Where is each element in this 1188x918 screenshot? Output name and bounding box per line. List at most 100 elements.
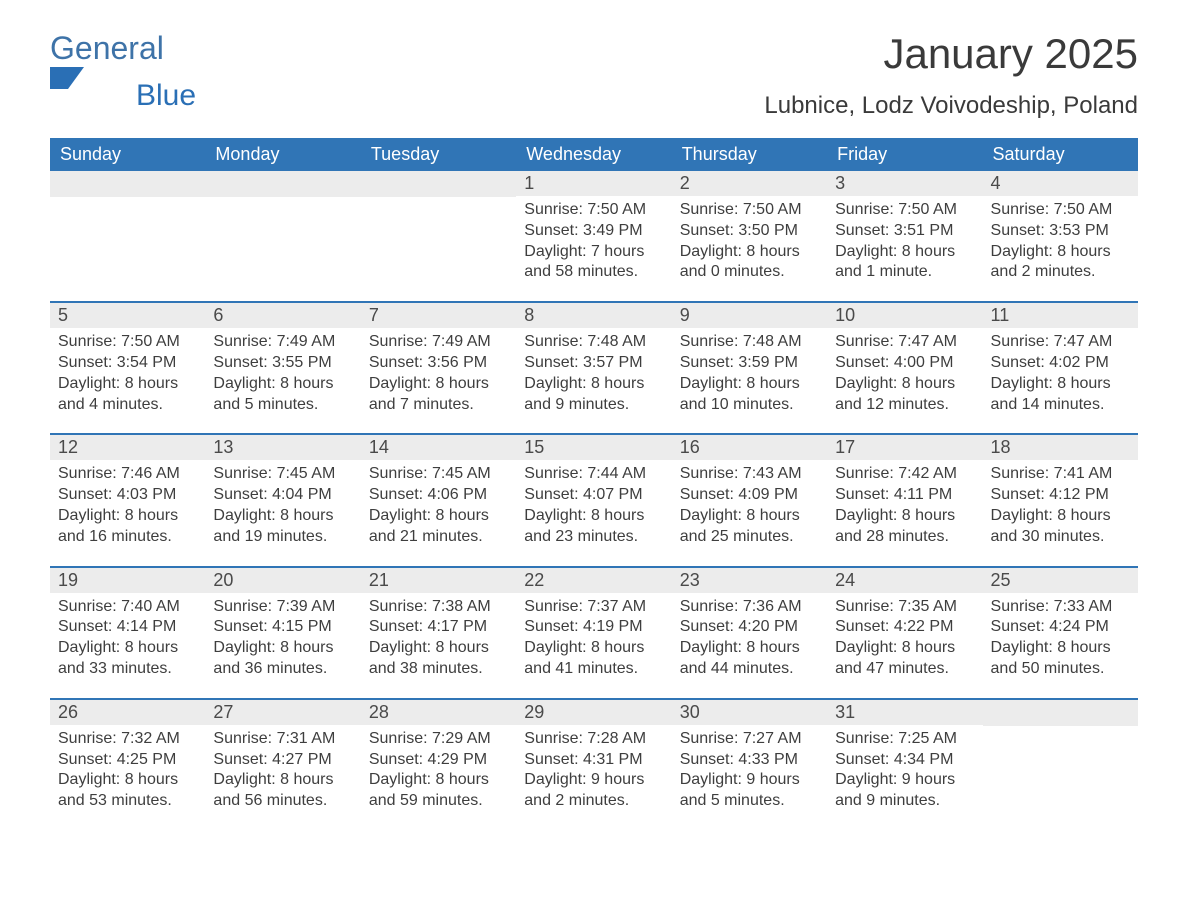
title-block: January 2025 Lubnice, Lodz Voivodeship, …: [764, 30, 1138, 120]
daylight-text: Daylight: 9 hours and 2 minutes.: [524, 770, 663, 812]
day-number: 7: [361, 303, 516, 328]
sunset-text: Sunset: 3:51 PM: [835, 221, 974, 242]
day-body: Sunrise: 7:50 AMSunset: 3:54 PMDaylight:…: [50, 328, 205, 423]
sunrise-text: Sunrise: 7:50 AM: [524, 200, 663, 221]
daylight-text: Daylight: 8 hours and 41 minutes.: [524, 638, 663, 680]
daylight-text: Daylight: 8 hours and 21 minutes.: [369, 506, 508, 548]
sunset-text: Sunset: 4:27 PM: [213, 750, 352, 771]
day-cell: 31Sunrise: 7:25 AMSunset: 4:34 PMDayligh…: [827, 700, 982, 820]
day-cell: 12Sunrise: 7:46 AMSunset: 4:03 PMDayligh…: [50, 435, 205, 555]
day-cell: 19Sunrise: 7:40 AMSunset: 4:14 PMDayligh…: [50, 568, 205, 688]
day-body: Sunrise: 7:47 AMSunset: 4:02 PMDaylight:…: [983, 328, 1138, 423]
header: General Blue January 2025 Lubnice, Lodz …: [50, 30, 1138, 120]
week-row: 1Sunrise: 7:50 AMSunset: 3:49 PMDaylight…: [50, 171, 1138, 291]
sunrise-text: Sunrise: 7:37 AM: [524, 597, 663, 618]
sunset-text: Sunset: 4:33 PM: [680, 750, 819, 771]
sunrise-text: Sunrise: 7:38 AM: [369, 597, 508, 618]
day-header: Wednesday: [516, 138, 671, 171]
day-body: Sunrise: 7:37 AMSunset: 4:19 PMDaylight:…: [516, 593, 671, 688]
day-number: 19: [50, 568, 205, 593]
day-cell: 7Sunrise: 7:49 AMSunset: 3:56 PMDaylight…: [361, 303, 516, 423]
sunset-text: Sunset: 3:55 PM: [213, 353, 352, 374]
day-cell: 8Sunrise: 7:48 AMSunset: 3:57 PMDaylight…: [516, 303, 671, 423]
daylight-text: Daylight: 8 hours and 47 minutes.: [835, 638, 974, 680]
day-cell: 1Sunrise: 7:50 AMSunset: 3:49 PMDaylight…: [516, 171, 671, 291]
day-body: Sunrise: 7:33 AMSunset: 4:24 PMDaylight:…: [983, 593, 1138, 688]
day-number: 28: [361, 700, 516, 725]
day-cell: 11Sunrise: 7:47 AMSunset: 4:02 PMDayligh…: [983, 303, 1138, 423]
daylight-text: Daylight: 8 hours and 36 minutes.: [213, 638, 352, 680]
day-body: Sunrise: 7:45 AMSunset: 4:06 PMDaylight:…: [361, 460, 516, 555]
daylight-text: Daylight: 8 hours and 50 minutes.: [991, 638, 1130, 680]
day-number: 13: [205, 435, 360, 460]
sunset-text: Sunset: 3:53 PM: [991, 221, 1130, 242]
day-number: 24: [827, 568, 982, 593]
sunrise-text: Sunrise: 7:42 AM: [835, 464, 974, 485]
day-cell: 6Sunrise: 7:49 AMSunset: 3:55 PMDaylight…: [205, 303, 360, 423]
sunset-text: Sunset: 4:24 PM: [991, 617, 1130, 638]
sunset-text: Sunset: 4:11 PM: [835, 485, 974, 506]
sunset-text: Sunset: 4:19 PM: [524, 617, 663, 638]
sunrise-text: Sunrise: 7:50 AM: [58, 332, 197, 353]
day-body: Sunrise: 7:31 AMSunset: 4:27 PMDaylight:…: [205, 725, 360, 820]
day-number: 6: [205, 303, 360, 328]
day-body: Sunrise: 7:38 AMSunset: 4:17 PMDaylight:…: [361, 593, 516, 688]
daylight-text: Daylight: 8 hours and 0 minutes.: [680, 242, 819, 284]
day-body: Sunrise: 7:50 AMSunset: 3:50 PMDaylight:…: [672, 196, 827, 291]
day-number: 29: [516, 700, 671, 725]
day-body: Sunrise: 7:28 AMSunset: 4:31 PMDaylight:…: [516, 725, 671, 820]
daylight-text: Daylight: 9 hours and 5 minutes.: [680, 770, 819, 812]
daylight-text: Daylight: 8 hours and 14 minutes.: [991, 374, 1130, 416]
sunrise-text: Sunrise: 7:50 AM: [991, 200, 1130, 221]
daylight-text: Daylight: 8 hours and 2 minutes.: [991, 242, 1130, 284]
day-number: [361, 171, 516, 197]
sunrise-text: Sunrise: 7:31 AM: [213, 729, 352, 750]
sunset-text: Sunset: 3:57 PM: [524, 353, 663, 374]
day-cell: 17Sunrise: 7:42 AMSunset: 4:11 PMDayligh…: [827, 435, 982, 555]
day-header: Friday: [827, 138, 982, 171]
empty-day-cell: [983, 700, 1138, 820]
daylight-text: Daylight: 9 hours and 9 minutes.: [835, 770, 974, 812]
sunset-text: Sunset: 4:17 PM: [369, 617, 508, 638]
daylight-text: Daylight: 8 hours and 30 minutes.: [991, 506, 1130, 548]
sunrise-text: Sunrise: 7:47 AM: [835, 332, 974, 353]
sunrise-text: Sunrise: 7:41 AM: [991, 464, 1130, 485]
sunrise-text: Sunrise: 7:50 AM: [680, 200, 819, 221]
day-number: 12: [50, 435, 205, 460]
daylight-text: Daylight: 8 hours and 12 minutes.: [835, 374, 974, 416]
day-number: [983, 700, 1138, 726]
sunset-text: Sunset: 4:06 PM: [369, 485, 508, 506]
sunrise-text: Sunrise: 7:27 AM: [680, 729, 819, 750]
day-body: Sunrise: 7:49 AMSunset: 3:55 PMDaylight:…: [205, 328, 360, 423]
sunset-text: Sunset: 4:20 PM: [680, 617, 819, 638]
logo-text-blue: Blue: [136, 79, 196, 113]
day-body: Sunrise: 7:50 AMSunset: 3:53 PMDaylight:…: [983, 196, 1138, 291]
sunrise-text: Sunrise: 7:32 AM: [58, 729, 197, 750]
sunrise-text: Sunrise: 7:49 AM: [369, 332, 508, 353]
daylight-text: Daylight: 7 hours and 58 minutes.: [524, 242, 663, 284]
sunrise-text: Sunrise: 7:47 AM: [991, 332, 1130, 353]
day-header-row: SundayMondayTuesdayWednesdayThursdayFrid…: [50, 138, 1138, 171]
day-body: Sunrise: 7:44 AMSunset: 4:07 PMDaylight:…: [516, 460, 671, 555]
day-cell: 24Sunrise: 7:35 AMSunset: 4:22 PMDayligh…: [827, 568, 982, 688]
daylight-text: Daylight: 8 hours and 19 minutes.: [213, 506, 352, 548]
sunset-text: Sunset: 4:15 PM: [213, 617, 352, 638]
daylight-text: Daylight: 8 hours and 9 minutes.: [524, 374, 663, 416]
sunset-text: Sunset: 4:29 PM: [369, 750, 508, 771]
sunset-text: Sunset: 4:12 PM: [991, 485, 1130, 506]
day-header: Thursday: [672, 138, 827, 171]
sunrise-text: Sunrise: 7:33 AM: [991, 597, 1130, 618]
day-number: 8: [516, 303, 671, 328]
sunset-text: Sunset: 4:31 PM: [524, 750, 663, 771]
daylight-text: Daylight: 8 hours and 7 minutes.: [369, 374, 508, 416]
day-cell: 15Sunrise: 7:44 AMSunset: 4:07 PMDayligh…: [516, 435, 671, 555]
day-cell: 25Sunrise: 7:33 AMSunset: 4:24 PMDayligh…: [983, 568, 1138, 688]
day-body: Sunrise: 7:25 AMSunset: 4:34 PMDaylight:…: [827, 725, 982, 820]
day-number: 10: [827, 303, 982, 328]
week-row: 5Sunrise: 7:50 AMSunset: 3:54 PMDaylight…: [50, 301, 1138, 423]
day-number: 15: [516, 435, 671, 460]
day-body: Sunrise: 7:48 AMSunset: 3:57 PMDaylight:…: [516, 328, 671, 423]
day-cell: 13Sunrise: 7:45 AMSunset: 4:04 PMDayligh…: [205, 435, 360, 555]
day-number: 11: [983, 303, 1138, 328]
daylight-text: Daylight: 8 hours and 33 minutes.: [58, 638, 197, 680]
